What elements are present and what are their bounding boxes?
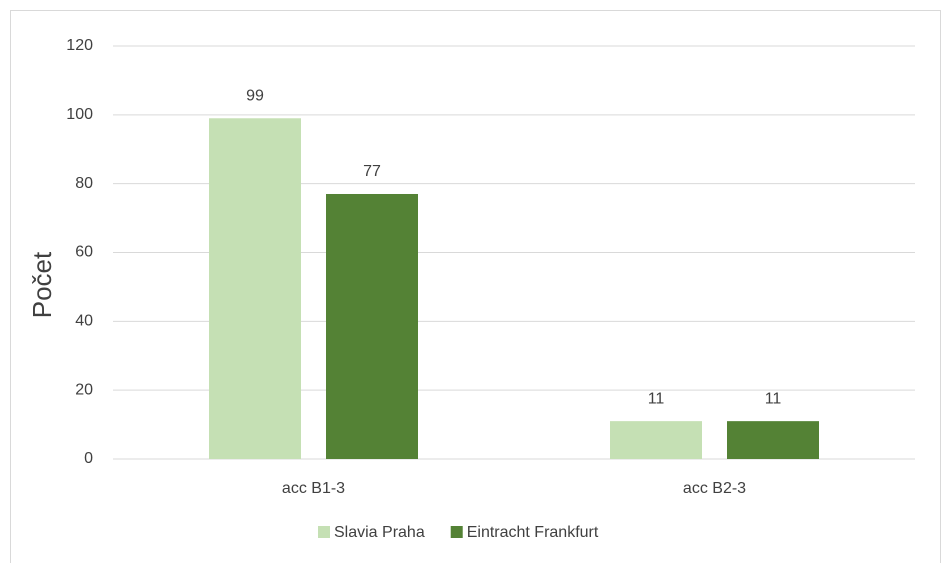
y-tick-label: 100 xyxy=(66,106,93,123)
bar xyxy=(610,421,702,459)
legend-swatch xyxy=(450,526,463,538)
data-label: 99 xyxy=(246,87,264,104)
legend-label: Eintracht Frankfurt xyxy=(467,524,599,541)
y-tick-label: 40 xyxy=(75,313,93,330)
data-label: 77 xyxy=(363,163,381,180)
legend-swatch xyxy=(318,526,330,538)
y-tick-label: 0 xyxy=(84,450,93,467)
bar xyxy=(209,118,301,460)
x-tick-label: acc B2-3 xyxy=(683,480,746,497)
y-tick-label: 20 xyxy=(75,381,93,398)
y-tick-label: 80 xyxy=(75,175,93,192)
bar xyxy=(326,193,418,459)
x-tick-label: acc B1-3 xyxy=(282,480,345,497)
chart-frame xyxy=(10,10,941,563)
y-tick-label: 60 xyxy=(75,244,93,261)
bar xyxy=(727,421,819,459)
data-label: 11 xyxy=(648,390,665,407)
data-label: 11 xyxy=(765,390,782,407)
legend-label: Slavia Praha xyxy=(334,524,425,541)
y-axis-label: Počet xyxy=(27,251,57,318)
y-tick-label: 120 xyxy=(66,37,93,54)
